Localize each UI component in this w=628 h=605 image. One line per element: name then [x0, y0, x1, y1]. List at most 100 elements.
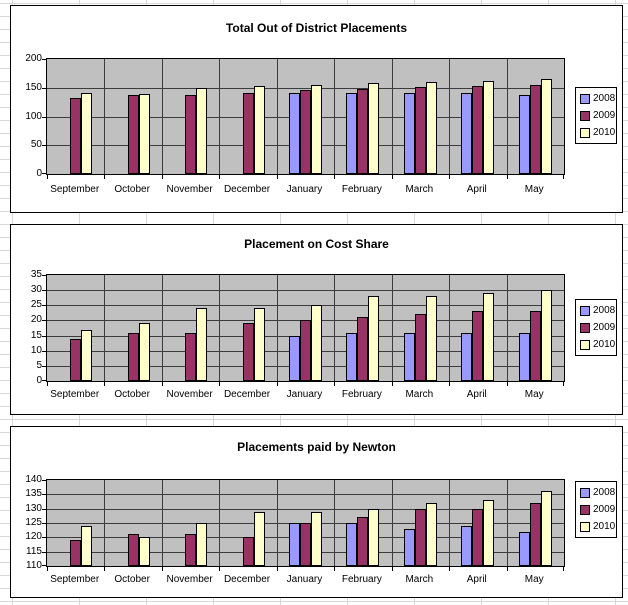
- legend-item-2009: 2009: [580, 504, 615, 515]
- bar-2008-may: [519, 95, 530, 174]
- bar-2008-january: [289, 336, 300, 381]
- x-axis-label: October: [114, 184, 150, 195]
- y-axis-label: 100: [25, 111, 42, 122]
- x-axis-label: October: [114, 389, 150, 400]
- bar-2010-december: [254, 86, 265, 174]
- category-gridline: [449, 59, 450, 174]
- category-gridline: [507, 59, 508, 174]
- x-axis-tick: [219, 382, 220, 386]
- x-axis-tick: [162, 382, 163, 386]
- x-axis-label: January: [286, 574, 323, 585]
- category-gridline: [219, 480, 220, 566]
- category-gridline: [392, 275, 393, 381]
- bar-2010-april: [483, 293, 494, 381]
- gridline: [47, 494, 564, 495]
- bar-2009-september: [70, 540, 81, 566]
- y-axis-tick: [42, 59, 47, 60]
- chart-placement-on-cost-share[interactable]: Placement on Cost Share 0 5 10 15 20 25 30 35 S…: [10, 224, 623, 415]
- plot-area: [42, 274, 565, 386]
- y-axis-tick: [42, 523, 47, 524]
- x-axis-label: November: [166, 184, 213, 195]
- category-gridline: [277, 480, 278, 566]
- legend-swatch-2009: [580, 110, 590, 121]
- y-axis-label: 50: [30, 139, 42, 150]
- bar-2008-may: [519, 333, 530, 381]
- y-axis-label: 35: [30, 269, 42, 280]
- legend-item-2010: 2010: [580, 521, 615, 532]
- y-axis-tick: [42, 173, 47, 174]
- bar-2009-march: [415, 509, 426, 566]
- bar-2010-may: [541, 491, 552, 566]
- x-axis-tick: [334, 175, 335, 179]
- x-axis-tick: [507, 382, 508, 386]
- legend-item-2010: 2010: [580, 127, 615, 138]
- bar-2010-september: [81, 526, 92, 566]
- x-axis-tick: [277, 567, 278, 571]
- bar-2010-november: [196, 88, 207, 174]
- bar-2009-april: [472, 311, 483, 381]
- plot-area: [42, 479, 565, 571]
- category-gridline: [449, 275, 450, 381]
- gridline: [47, 290, 564, 291]
- x-axis-label: November: [166, 389, 213, 400]
- bar-2008-march: [404, 93, 415, 174]
- y-axis-tick: [42, 88, 47, 89]
- y-axis-tick: [42, 380, 47, 381]
- bar-2010-november: [196, 523, 207, 566]
- legend-swatch-2008: [580, 93, 590, 104]
- bar-2010-october: [139, 537, 150, 566]
- y-axis-tick: [42, 537, 47, 538]
- x-axis-label: February: [341, 389, 382, 400]
- category-gridline: [104, 275, 105, 381]
- y-axis-label: 120: [25, 531, 42, 542]
- x-axis-tick: [162, 175, 163, 179]
- x-axis-label: December: [223, 389, 271, 400]
- bar-2009-may: [530, 503, 541, 566]
- category-gridline: [219, 59, 220, 174]
- y-axis-label: 125: [25, 517, 42, 528]
- plot-area: [42, 58, 565, 179]
- x-axis-label: May: [524, 184, 544, 195]
- x-axis-tick: [392, 567, 393, 571]
- bar-2010-march: [426, 503, 437, 566]
- category-gridline: [392, 59, 393, 174]
- legend-item-2008: 2008: [580, 305, 615, 316]
- x-axis-label: March: [405, 574, 434, 585]
- bar-2009-november: [185, 534, 196, 566]
- bar-2010-may: [541, 79, 552, 174]
- y-axis-tick: [42, 305, 47, 306]
- y-axis-label: 140: [25, 474, 42, 485]
- bar-2009-january: [300, 90, 311, 174]
- chart-title: Total Out of District Placements: [225, 21, 408, 35]
- bar-2009-february: [357, 317, 368, 381]
- bar-2009-december: [243, 93, 254, 174]
- x-axis-label: January: [286, 389, 323, 400]
- category-gridline: [392, 480, 393, 566]
- legend-item-2008: 2008: [580, 93, 616, 104]
- category-gridline: [104, 480, 105, 566]
- x-axis-tick: [219, 567, 220, 571]
- x-axis-label: December: [223, 184, 271, 195]
- y-axis-tick: [42, 552, 47, 553]
- x-axis-label: November: [166, 574, 213, 585]
- x-axis-label: April: [466, 574, 487, 585]
- bar-2008-february: [346, 333, 357, 381]
- chart-total-out-of-district-placements[interactable]: Total Out of District Placements 0 50 100 1…: [10, 5, 623, 213]
- x-axis-tick: [334, 382, 335, 386]
- bar-2010-may: [541, 290, 552, 381]
- category-gridline: [334, 480, 335, 566]
- legend-label-2009: 2009: [593, 110, 616, 121]
- category-gridline: [507, 480, 508, 566]
- chart-placements-paid-by-newton[interactable]: Placements paid by Newton 110 115 120 125 13…: [10, 426, 623, 598]
- x-axis-tick: [219, 175, 220, 179]
- bar-2010-february: [368, 296, 379, 381]
- x-axis-tick: [162, 567, 163, 571]
- y-axis-tick: [42, 565, 47, 566]
- legend-label-2008: 2008: [593, 93, 616, 104]
- legend-swatch-2010: [580, 521, 590, 532]
- bar-2009-december: [243, 323, 254, 381]
- legend-item-2010: 2010: [580, 339, 615, 350]
- y-axis-label: 0: [36, 375, 42, 386]
- category-gridline: [507, 275, 508, 381]
- category-gridline: [334, 275, 335, 381]
